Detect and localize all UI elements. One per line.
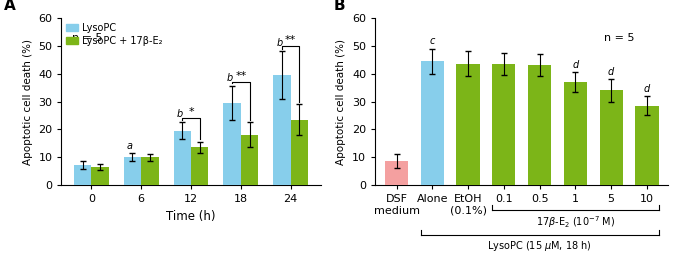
Text: LysoPC (15 $\mu$M, 18 h): LysoPC (15 $\mu$M, 18 h): [487, 239, 592, 253]
X-axis label: Time (h): Time (h): [166, 210, 216, 223]
Y-axis label: Apoptotic cell death (%): Apoptotic cell death (%): [336, 39, 346, 164]
Text: **: **: [235, 71, 246, 81]
Bar: [492, 64, 516, 185]
Bar: [273, 75, 291, 185]
Text: A: A: [4, 0, 16, 13]
Text: d: d: [644, 84, 650, 94]
Bar: [635, 106, 659, 185]
Bar: [291, 120, 308, 185]
Text: 17$\beta$-E$_2$ (10$^{-7}$ M): 17$\beta$-E$_2$ (10$^{-7}$ M): [536, 214, 615, 230]
Bar: [421, 61, 444, 185]
Text: *: *: [188, 107, 194, 117]
Text: d: d: [572, 60, 578, 70]
Text: c: c: [430, 36, 435, 46]
Bar: [191, 148, 209, 185]
Text: n = 5: n = 5: [604, 33, 634, 43]
Legend: LysoPC, LysoPC + 17β-E₂: LysoPC, LysoPC + 17β-E₂: [66, 23, 162, 46]
Bar: [173, 131, 191, 185]
Text: a: a: [127, 141, 133, 151]
Text: n = 5: n = 5: [72, 33, 102, 43]
Bar: [141, 157, 158, 185]
Bar: [599, 90, 623, 185]
Text: b: b: [276, 38, 282, 48]
Y-axis label: Apoptotic cell death (%): Apoptotic cell death (%): [23, 39, 33, 164]
Bar: [241, 135, 258, 185]
Bar: [224, 103, 241, 185]
Text: B: B: [334, 0, 346, 13]
Text: d: d: [608, 67, 614, 77]
Bar: [123, 157, 141, 185]
Text: b: b: [226, 73, 233, 83]
Bar: [456, 64, 479, 185]
Text: b: b: [177, 109, 183, 119]
Bar: [528, 65, 551, 185]
Bar: [74, 165, 91, 185]
Bar: [564, 82, 587, 185]
Bar: [385, 161, 409, 185]
Text: **: **: [285, 35, 296, 45]
Bar: [91, 167, 108, 185]
